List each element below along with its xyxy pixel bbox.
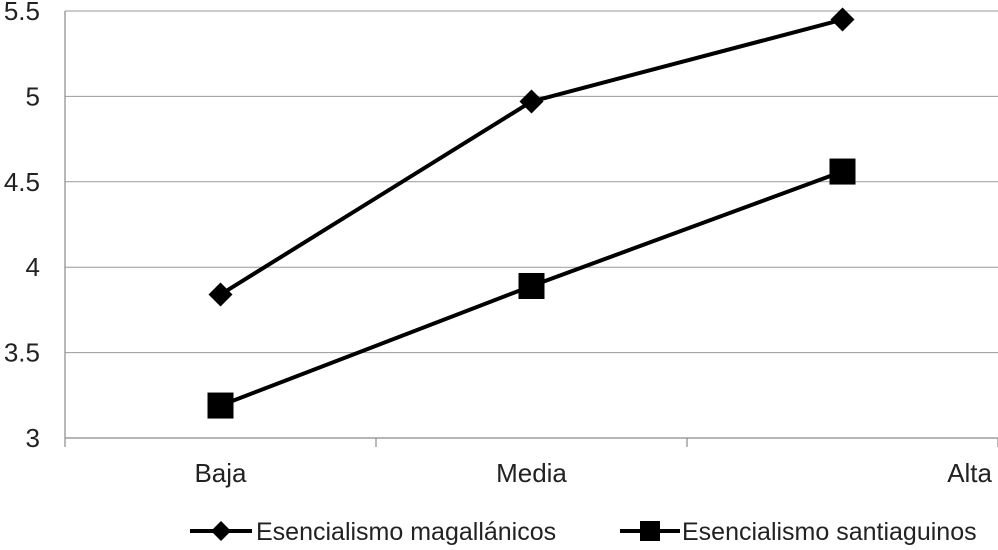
y-tick-label: 5 bbox=[26, 81, 40, 111]
data-point-square bbox=[518, 272, 545, 299]
x-tick-label: Baja bbox=[194, 458, 247, 488]
series-lines bbox=[219, 17, 844, 408]
legend-label: Esencialismo santiaguinos bbox=[682, 518, 977, 546]
data-point-diamond bbox=[830, 7, 855, 32]
legend-square-marker bbox=[640, 521, 660, 541]
x-tick-label: Alta bbox=[947, 458, 992, 488]
x-tick-label: Media bbox=[496, 458, 567, 488]
legend-diamond-marker bbox=[211, 521, 231, 541]
y-tick-label: 3 bbox=[26, 423, 40, 453]
y-tick-label: 4 bbox=[26, 252, 40, 282]
y-tick-label: 4.5 bbox=[4, 167, 40, 197]
series-line-magallanicos bbox=[219, 17, 844, 297]
legend-item-magallanicos: Esencialismo magallánicos bbox=[190, 518, 556, 546]
gridlines bbox=[65, 10, 998, 354]
legend-label: Esencialismo magallánicos bbox=[256, 518, 556, 546]
data-point-diamond bbox=[208, 282, 233, 307]
legend: Esencialismo magallánicos Esencialismo sa… bbox=[190, 518, 977, 546]
data-point-square bbox=[829, 158, 856, 185]
data-point-square bbox=[207, 392, 234, 419]
y-axis-tick-labels: 3 3.5 4 4.5 5 5.5 bbox=[4, 0, 40, 453]
axes bbox=[64, 11, 998, 447]
series-markers bbox=[207, 7, 856, 419]
x-axis-tick-labels: Baja Media Alta bbox=[194, 458, 992, 488]
legend-item-santiaguinos: Esencialismo santiaguinos bbox=[620, 518, 977, 546]
y-tick-label: 5.5 bbox=[4, 0, 40, 26]
y-tick-label: 3.5 bbox=[4, 338, 40, 368]
data-point-diamond bbox=[519, 89, 544, 114]
